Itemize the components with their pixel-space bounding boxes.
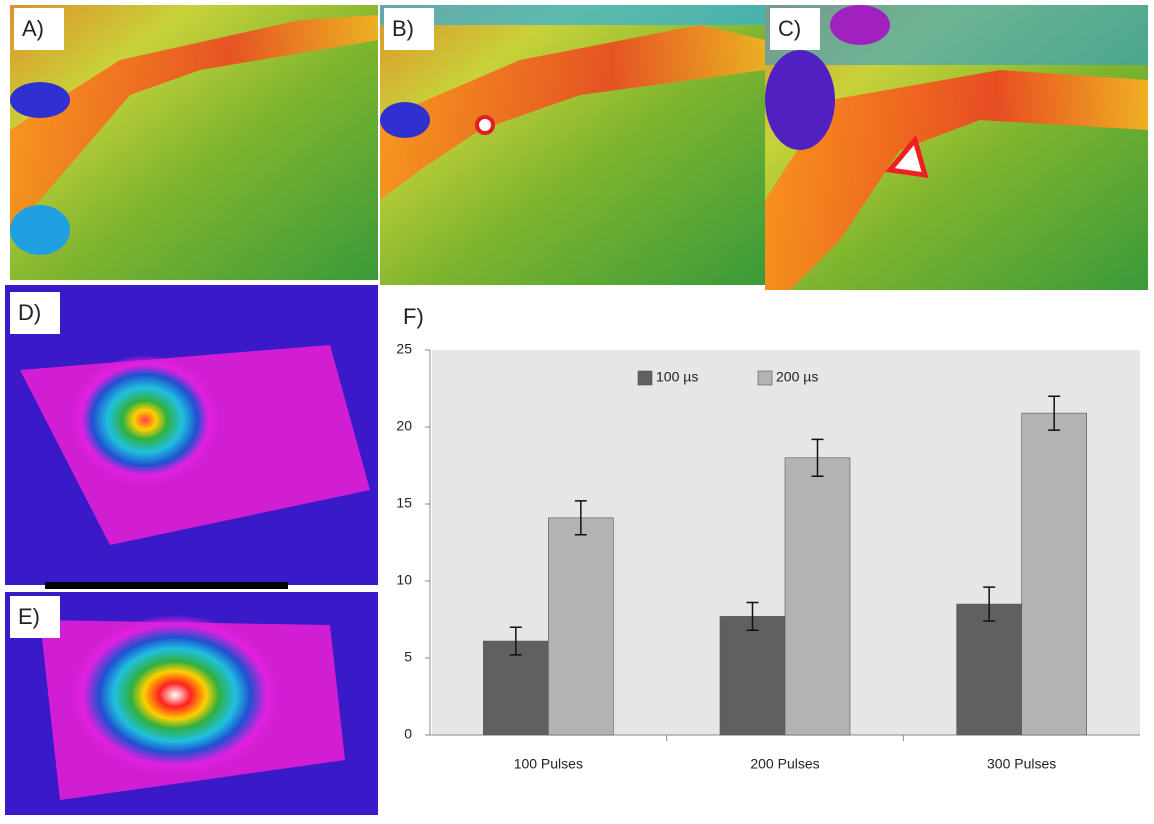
panel-label: A) (22, 16, 44, 41)
thermal-image-e (5, 592, 378, 815)
panel-label: F) (403, 304, 424, 329)
y-tick-label: 10 (396, 572, 412, 588)
legend-swatch (638, 371, 652, 385)
bar (548, 518, 613, 735)
panel-label: D) (18, 300, 41, 325)
y-tick-label: 0 (404, 726, 412, 742)
bar (720, 616, 785, 735)
y-tick-label: 25 (396, 341, 412, 357)
legend-swatch (758, 371, 772, 385)
y-tick-label: 20 (396, 418, 412, 434)
thermal-image-b (380, 5, 765, 285)
panel-label: B) (392, 16, 414, 41)
bar (1022, 413, 1087, 735)
bar (957, 604, 1022, 735)
figure: A) B) C) D) E) F) 0 5 10 15 20 25 100 Pulses 200 Puls… (0, 0, 1154, 819)
thermal-image-a (10, 5, 378, 280)
panel-label: C) (778, 16, 801, 41)
legend-label: 100 µs (656, 369, 698, 385)
x-tick-label: 300 Pulses (987, 756, 1056, 772)
thermal-image-d (5, 285, 378, 589)
thermal-image-c (765, 5, 1148, 290)
legend-label: 200 µs (776, 369, 818, 385)
bar (785, 458, 850, 735)
y-tick-label: 5 (404, 649, 412, 665)
x-tick-label: 200 Pulses (750, 756, 819, 772)
panel-label: E) (18, 604, 40, 629)
x-tick-label: 100 Pulses (514, 756, 583, 772)
y-tick-label: 15 (396, 495, 412, 511)
